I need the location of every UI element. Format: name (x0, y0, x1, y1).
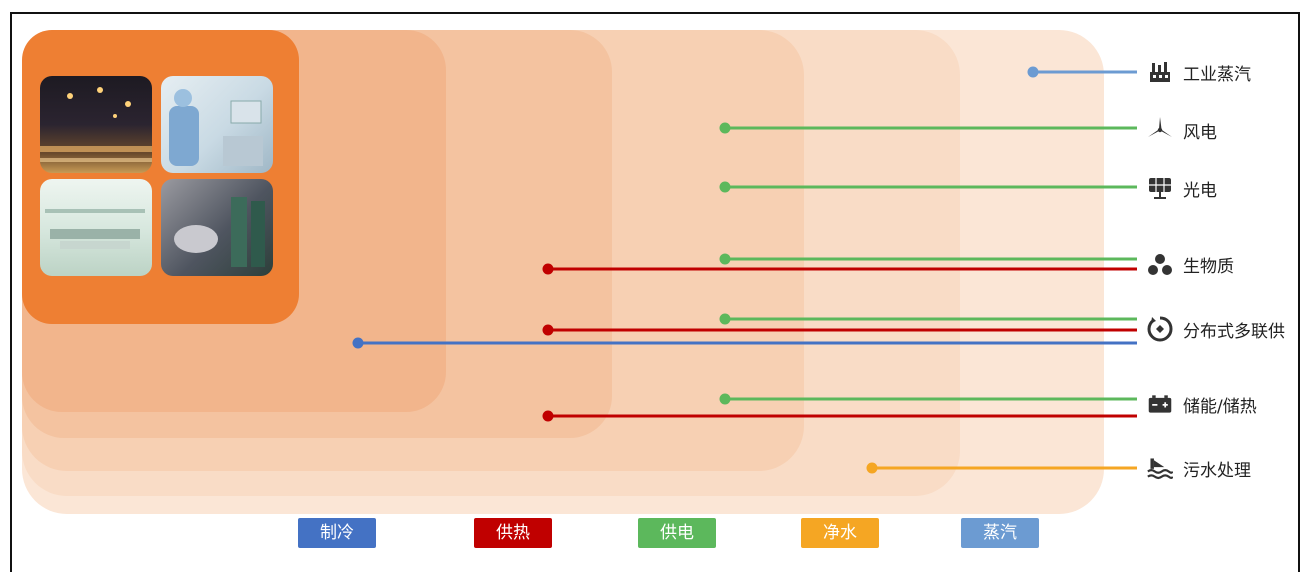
link-dot-power-2 (719, 181, 731, 193)
source-label: 工业蒸汽 (1183, 64, 1251, 85)
category-label-power: 供电 (638, 518, 716, 548)
source-item: 污水处理 (1147, 454, 1251, 482)
lab-photo (161, 76, 273, 173)
wind-turbine-icon (1147, 117, 1173, 143)
link-dot-water-6 (866, 462, 878, 474)
biomass-icon (1147, 251, 1173, 277)
factory-floor-photo (40, 179, 152, 276)
factory-icon (1147, 59, 1173, 85)
source-label: 储能/储热 (1183, 396, 1257, 417)
link-dot-heating-4 (542, 324, 554, 336)
category-label-cooling: 制冷 (298, 518, 376, 548)
category-label-heating: 供热 (474, 518, 552, 548)
source-label: 风电 (1183, 122, 1217, 143)
link-dot-heating-3 (542, 263, 554, 275)
source-item: 光电 (1147, 174, 1217, 202)
source-label: 光电 (1183, 180, 1217, 201)
solar-panel-icon (1147, 175, 1173, 201)
link-dot-power-3 (719, 253, 731, 265)
source-item: 风电 (1147, 116, 1217, 144)
source-item: 生物质 (1147, 250, 1234, 278)
street-night-photo (40, 76, 152, 173)
water-treatment-icon (1147, 455, 1173, 481)
source-label: 污水处理 (1183, 460, 1251, 481)
source-item: 储能/储热 (1147, 390, 1257, 418)
photo-grid (22, 30, 299, 324)
ev-charging-photo-art (174, 197, 265, 267)
battery-icon (1147, 391, 1173, 417)
link-dot-power-5 (719, 393, 731, 405)
distributed-energy-icon (1147, 316, 1173, 342)
lab-photo-art (169, 89, 263, 166)
source-item: 工业蒸汽 (1147, 58, 1251, 86)
link-dot-heating-5 (542, 410, 554, 422)
source-label: 生物质 (1183, 256, 1234, 277)
source-label: 分布式多联供 (1183, 321, 1285, 342)
category-label-water: 净水 (801, 518, 879, 548)
link-dot-cooling-4 (352, 337, 364, 349)
link-dot-power-4 (719, 313, 731, 325)
ev-charging-photo (161, 179, 273, 276)
street-night-photo-art (40, 87, 152, 162)
link-dot-steam-0 (1027, 66, 1039, 78)
factory-floor-photo-art (45, 209, 145, 249)
diagram-frame (10, 12, 1300, 572)
source-item: 分布式多联供 (1147, 315, 1285, 343)
category-label-steam: 蒸汽 (961, 518, 1039, 548)
link-dot-power-1 (719, 122, 731, 134)
